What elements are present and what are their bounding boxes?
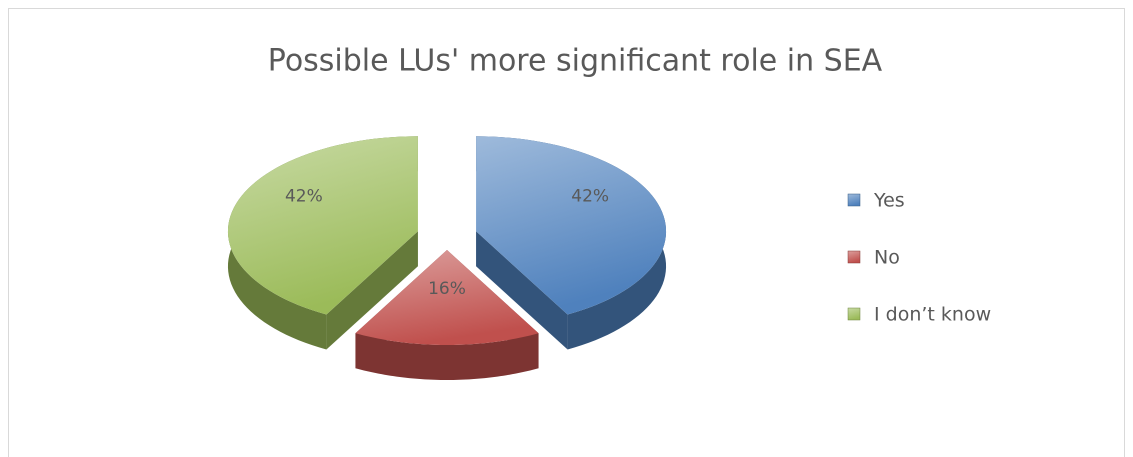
slice-top <box>355 250 539 345</box>
legend-label: No <box>874 247 900 269</box>
slice-wall <box>355 333 539 380</box>
legend-swatch <box>847 250 861 264</box>
slice-top <box>227 136 418 315</box>
slice-top <box>476 136 667 315</box>
slice-side <box>326 231 418 350</box>
pie: 42% 16% 42% <box>227 136 667 380</box>
slice-side <box>476 231 568 350</box>
chart-title: Possible LUs' more significant role in S… <box>268 44 883 79</box>
legend-swatch <box>847 307 861 321</box>
pie-slice <box>227 136 418 350</box>
legend: Yes No I don’t know <box>847 190 991 326</box>
data-label: 42% <box>285 187 323 207</box>
data-label: 16% <box>428 279 466 299</box>
pie-slice <box>355 250 539 380</box>
legend-label: I don’t know <box>874 304 991 326</box>
data-label: 42% <box>571 187 609 207</box>
legend-label: Yes <box>873 190 905 212</box>
pie-slice <box>476 136 667 350</box>
legend-swatch <box>847 193 861 207</box>
